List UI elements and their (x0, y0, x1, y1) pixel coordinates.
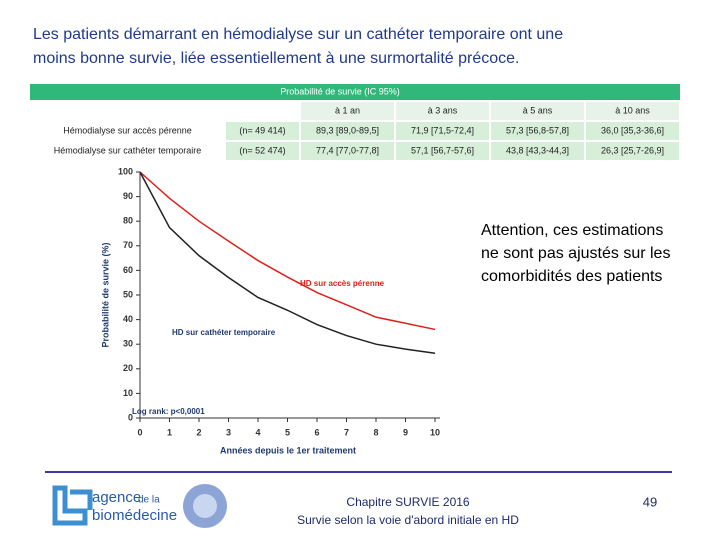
table-cell (226, 142, 299, 160)
y-tick-label: 90 (123, 191, 133, 201)
series-line (139, 171, 436, 331)
title-line: Les patients démarrant en hémodialyse su… (33, 26, 563, 43)
column-header: à 10 ans (615, 105, 650, 115)
table-cell-text: 36,0 [35,3-36,6] (601, 125, 664, 135)
x-tick-label: 10 (430, 427, 440, 437)
logo-text: de la (138, 495, 160, 506)
table-cell (586, 122, 679, 140)
chart-annotation: Log rank: p<0,0001 (132, 407, 205, 416)
note-line: Attention, ces estimations (481, 222, 663, 239)
x-tick-label: 8 (373, 427, 378, 437)
table-head-cell (396, 102, 489, 120)
table-cell (226, 122, 299, 140)
note-line: ne sont pas ajustés sur les (481, 245, 670, 262)
series-label: HD sur accès pérenne (300, 279, 385, 288)
x-tick-label: 2 (196, 427, 201, 437)
footer-line: Survie selon la voie d'abord initiale en… (297, 513, 519, 527)
y-tick-label: 60 (123, 265, 133, 275)
x-axis-label: Années depuis le 1er traitement (220, 445, 356, 455)
table-band (30, 84, 680, 100)
column-header: à 5 ans (523, 105, 553, 115)
table-cell (301, 142, 394, 160)
x-tick-label: 9 (403, 427, 408, 437)
table-cell-text: Hémodialyse sur cathéter temporaire (54, 145, 202, 155)
y-tick-label: 100 (118, 166, 133, 176)
table-cell (396, 142, 489, 160)
y-tick-label: 30 (123, 339, 133, 349)
column-header: à 3 ans (428, 105, 458, 115)
x-tick-label: 3 (226, 427, 231, 437)
y-tick-label: 40 (123, 314, 133, 324)
page-number: 49 (643, 494, 657, 509)
table-cell (491, 142, 584, 160)
x-tick-label: 4 (255, 427, 260, 437)
table-cell-text: 26,3 [25,7-26,9] (601, 145, 664, 155)
table-head-cell (491, 102, 584, 120)
x-tick-label: 1 (167, 427, 172, 437)
x-tick-label: 0 (137, 427, 142, 437)
x-tick-label: 6 (314, 427, 319, 437)
table-cell-text: (n= 52 474) (239, 145, 285, 155)
note-line: comorbidités des patients (481, 268, 662, 285)
table-cell (586, 142, 679, 160)
table-band-label: Probabilité de survie (IC 95%) (280, 86, 400, 96)
table-cell-text: 71,9 [71,5-72,4] (411, 125, 474, 135)
table-head-cell (586, 102, 679, 120)
title-line: moins bonne survie, liée essentiellement… (33, 50, 519, 67)
table-cell-text: 43,8 [43,3-44,3] (506, 145, 569, 155)
y-tick-label: 0 (128, 412, 133, 422)
table-cell (491, 122, 584, 140)
x-tick-label: 5 (285, 427, 290, 437)
logo-text: biomédecine (92, 507, 177, 524)
logo-icon (52, 484, 227, 528)
y-tick-label: 50 (123, 289, 133, 299)
table-cell (31, 122, 224, 140)
series-label: HD sur cathéter temporaire (172, 328, 276, 337)
column-header: à 1 an (335, 105, 360, 115)
table-cell-text: 57,3 [56,8-57,8] (506, 125, 569, 135)
table-cell-text: 89,3 [89,0-89,5] (316, 125, 379, 135)
y-tick-label: 80 (123, 216, 133, 226)
x-tick-label: 7 (344, 427, 349, 437)
table-cell (31, 142, 224, 160)
table-cell-text: Hémodialyse sur accès pérenne (63, 125, 192, 135)
table-cell (301, 122, 394, 140)
table-cell-text: 57,1 [56,7-57,6] (411, 145, 474, 155)
table-cell-text: (n= 49 414) (239, 125, 285, 135)
table-cell-text: 77,4 [77,0-77,8] (316, 145, 379, 155)
y-tick-label: 20 (123, 363, 133, 373)
y-tick-label: 10 (123, 388, 133, 398)
table-cell (396, 122, 489, 140)
y-axis-label: Probabilité de survie (%) (100, 242, 110, 347)
table-head-cell (301, 102, 394, 120)
series-line (139, 171, 436, 355)
y-tick-label: 70 (123, 240, 133, 250)
logo-text: agence (92, 489, 141, 506)
footer-line: Chapitre SURVIE 2016 (346, 495, 470, 509)
